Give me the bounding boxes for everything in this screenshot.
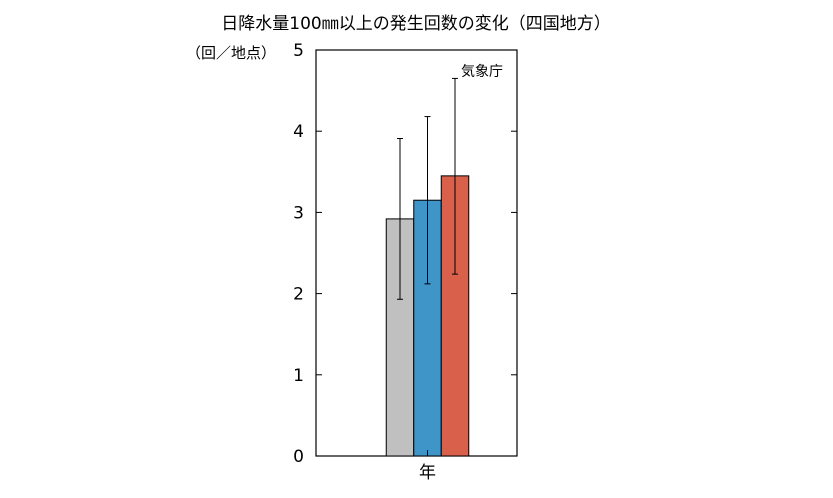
x-axis: 年 xyxy=(419,450,436,483)
source-annotation: 気象庁 xyxy=(461,64,503,80)
bar-group xyxy=(385,77,470,457)
y-tick-label: 0 xyxy=(293,447,304,467)
y-axis-label: （回／地点） xyxy=(186,44,276,62)
y-tick-label: 1 xyxy=(293,366,304,386)
y-axis: 0 1 2 3 4 5 xyxy=(293,41,517,467)
y-tick-label: 3 xyxy=(293,203,304,223)
x-tick-label: 年 xyxy=(419,463,436,483)
y-tick-label: 2 xyxy=(293,285,304,305)
y-tick-label: 4 xyxy=(293,122,304,142)
chart-title: 日降水量100㎜以上の発生回数の変化（四国地方） xyxy=(221,14,610,34)
y-tick-label: 5 xyxy=(293,41,304,61)
